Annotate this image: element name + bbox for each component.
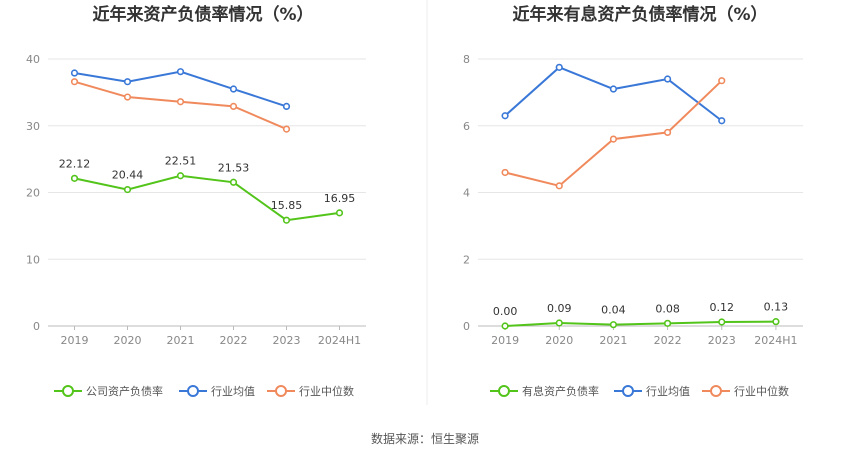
series-line (505, 320, 776, 327)
x-tick-label: 2022 (654, 334, 682, 347)
data-label: 0.04 (601, 304, 626, 317)
data-label: 0.00 (493, 305, 518, 318)
y-tick-label: 20 (26, 187, 40, 200)
x-tick-label: 2019 (491, 334, 519, 347)
y-tick-label: 0 (33, 320, 40, 333)
data-point (282, 216, 291, 224)
legend-item[interactable]: 行业中位数 (267, 384, 354, 398)
chart-title: 近年来资产负债率情况（%） (92, 4, 313, 25)
x-tick-label: 2023 (708, 334, 736, 347)
legend-label: 行业中位数 (734, 384, 789, 398)
data-point (555, 182, 563, 190)
data-point (501, 322, 509, 330)
data-label: 16.95 (324, 192, 356, 205)
data-point (176, 98, 185, 106)
series-line (74, 80, 287, 131)
interest-bearing-debt-ratio-chart: 近年来有息资产负债率情况（%） 0 2 4 6 8 2019 2020 2021 2022 2023… (463, 4, 803, 398)
data-point (70, 78, 79, 86)
legend-marker (498, 385, 510, 397)
x-tick-label: 2024H1 (754, 334, 797, 347)
data-label: 0.09 (547, 302, 572, 315)
x-tick-label: 2020 (545, 334, 573, 347)
data-point (229, 178, 238, 186)
legend-marker (62, 385, 74, 397)
data-point (282, 102, 291, 110)
legend-label: 行业均值 (211, 385, 255, 398)
data-point (663, 75, 672, 83)
data-point (555, 319, 563, 327)
data-point (663, 128, 672, 137)
data-label: 20.44 (112, 169, 144, 182)
data-point (335, 209, 344, 217)
legend-item[interactable]: 行业均值 (179, 385, 255, 398)
data-label: 15.85 (271, 199, 303, 212)
legend-item[interactable]: 有息资产负债率 (490, 384, 599, 398)
legend-marker (187, 385, 199, 397)
debt-ratio-chart: 近年来资产负债率情况（%） 0 10 20 30 40 2019 2020 2021 2022 20… (26, 4, 366, 398)
x-tick-label: 2021 (167, 334, 195, 347)
data-point (123, 185, 132, 194)
data-point (501, 168, 509, 177)
x-tick-label: 2024H1 (318, 334, 361, 347)
data-point (229, 102, 238, 110)
data-point (663, 319, 672, 327)
data-point (772, 318, 780, 326)
legend-item[interactable]: 公司资产负债率 (54, 384, 163, 398)
y-tick-label: 6 (463, 120, 470, 133)
data-point (282, 125, 291, 133)
data-point (609, 321, 618, 329)
data-point (501, 112, 509, 120)
x-tick-label: 2020 (114, 334, 142, 347)
data-point (718, 318, 726, 326)
data-point (718, 117, 726, 125)
data-label: 0.12 (710, 301, 735, 314)
chart-title: 近年来有息资产负债率情况（%） (512, 4, 767, 25)
data-point (609, 85, 618, 93)
legend-marker (622, 385, 634, 397)
data-point (609, 135, 618, 143)
series-line (74, 174, 340, 222)
data-point (70, 69, 79, 77)
data-label: 0.13 (764, 301, 789, 314)
y-tick-label: 2 (463, 253, 470, 266)
x-tick-label: 2023 (273, 334, 301, 347)
data-point (123, 78, 132, 86)
data-point (718, 77, 726, 85)
y-tick-label: 10 (26, 253, 40, 266)
data-label: 21.53 (218, 161, 250, 174)
data-label: 0.08 (655, 302, 680, 315)
y-tick-label: 0 (463, 320, 470, 333)
legend-marker (275, 385, 287, 397)
legend-marker (710, 385, 722, 397)
x-tick-label: 2019 (61, 334, 89, 347)
legend-label: 行业均值 (646, 385, 690, 398)
y-tick-label: 30 (26, 120, 40, 133)
data-point (123, 93, 132, 101)
y-tick-label: 40 (26, 53, 40, 66)
legend-item[interactable]: 行业均值 (614, 385, 690, 398)
data-point (176, 68, 185, 76)
x-tick-label: 2021 (599, 334, 627, 347)
data-label: 22.12 (59, 157, 91, 170)
legend-label: 公司资产负债率 (86, 384, 163, 398)
y-tick-label: 4 (463, 187, 470, 200)
legend-label: 行业中位数 (299, 384, 354, 398)
data-point (70, 174, 79, 182)
source-note: 数据来源：恒生聚源 (371, 431, 479, 446)
data-point (176, 172, 185, 180)
legend-label: 有息资产负债率 (522, 384, 599, 398)
data-point (555, 63, 563, 71)
x-tick-label: 2022 (220, 334, 248, 347)
data-point (229, 85, 238, 93)
y-tick-label: 8 (463, 53, 470, 66)
data-label: 22.51 (165, 155, 197, 168)
legend-item[interactable]: 行业中位数 (702, 384, 789, 398)
